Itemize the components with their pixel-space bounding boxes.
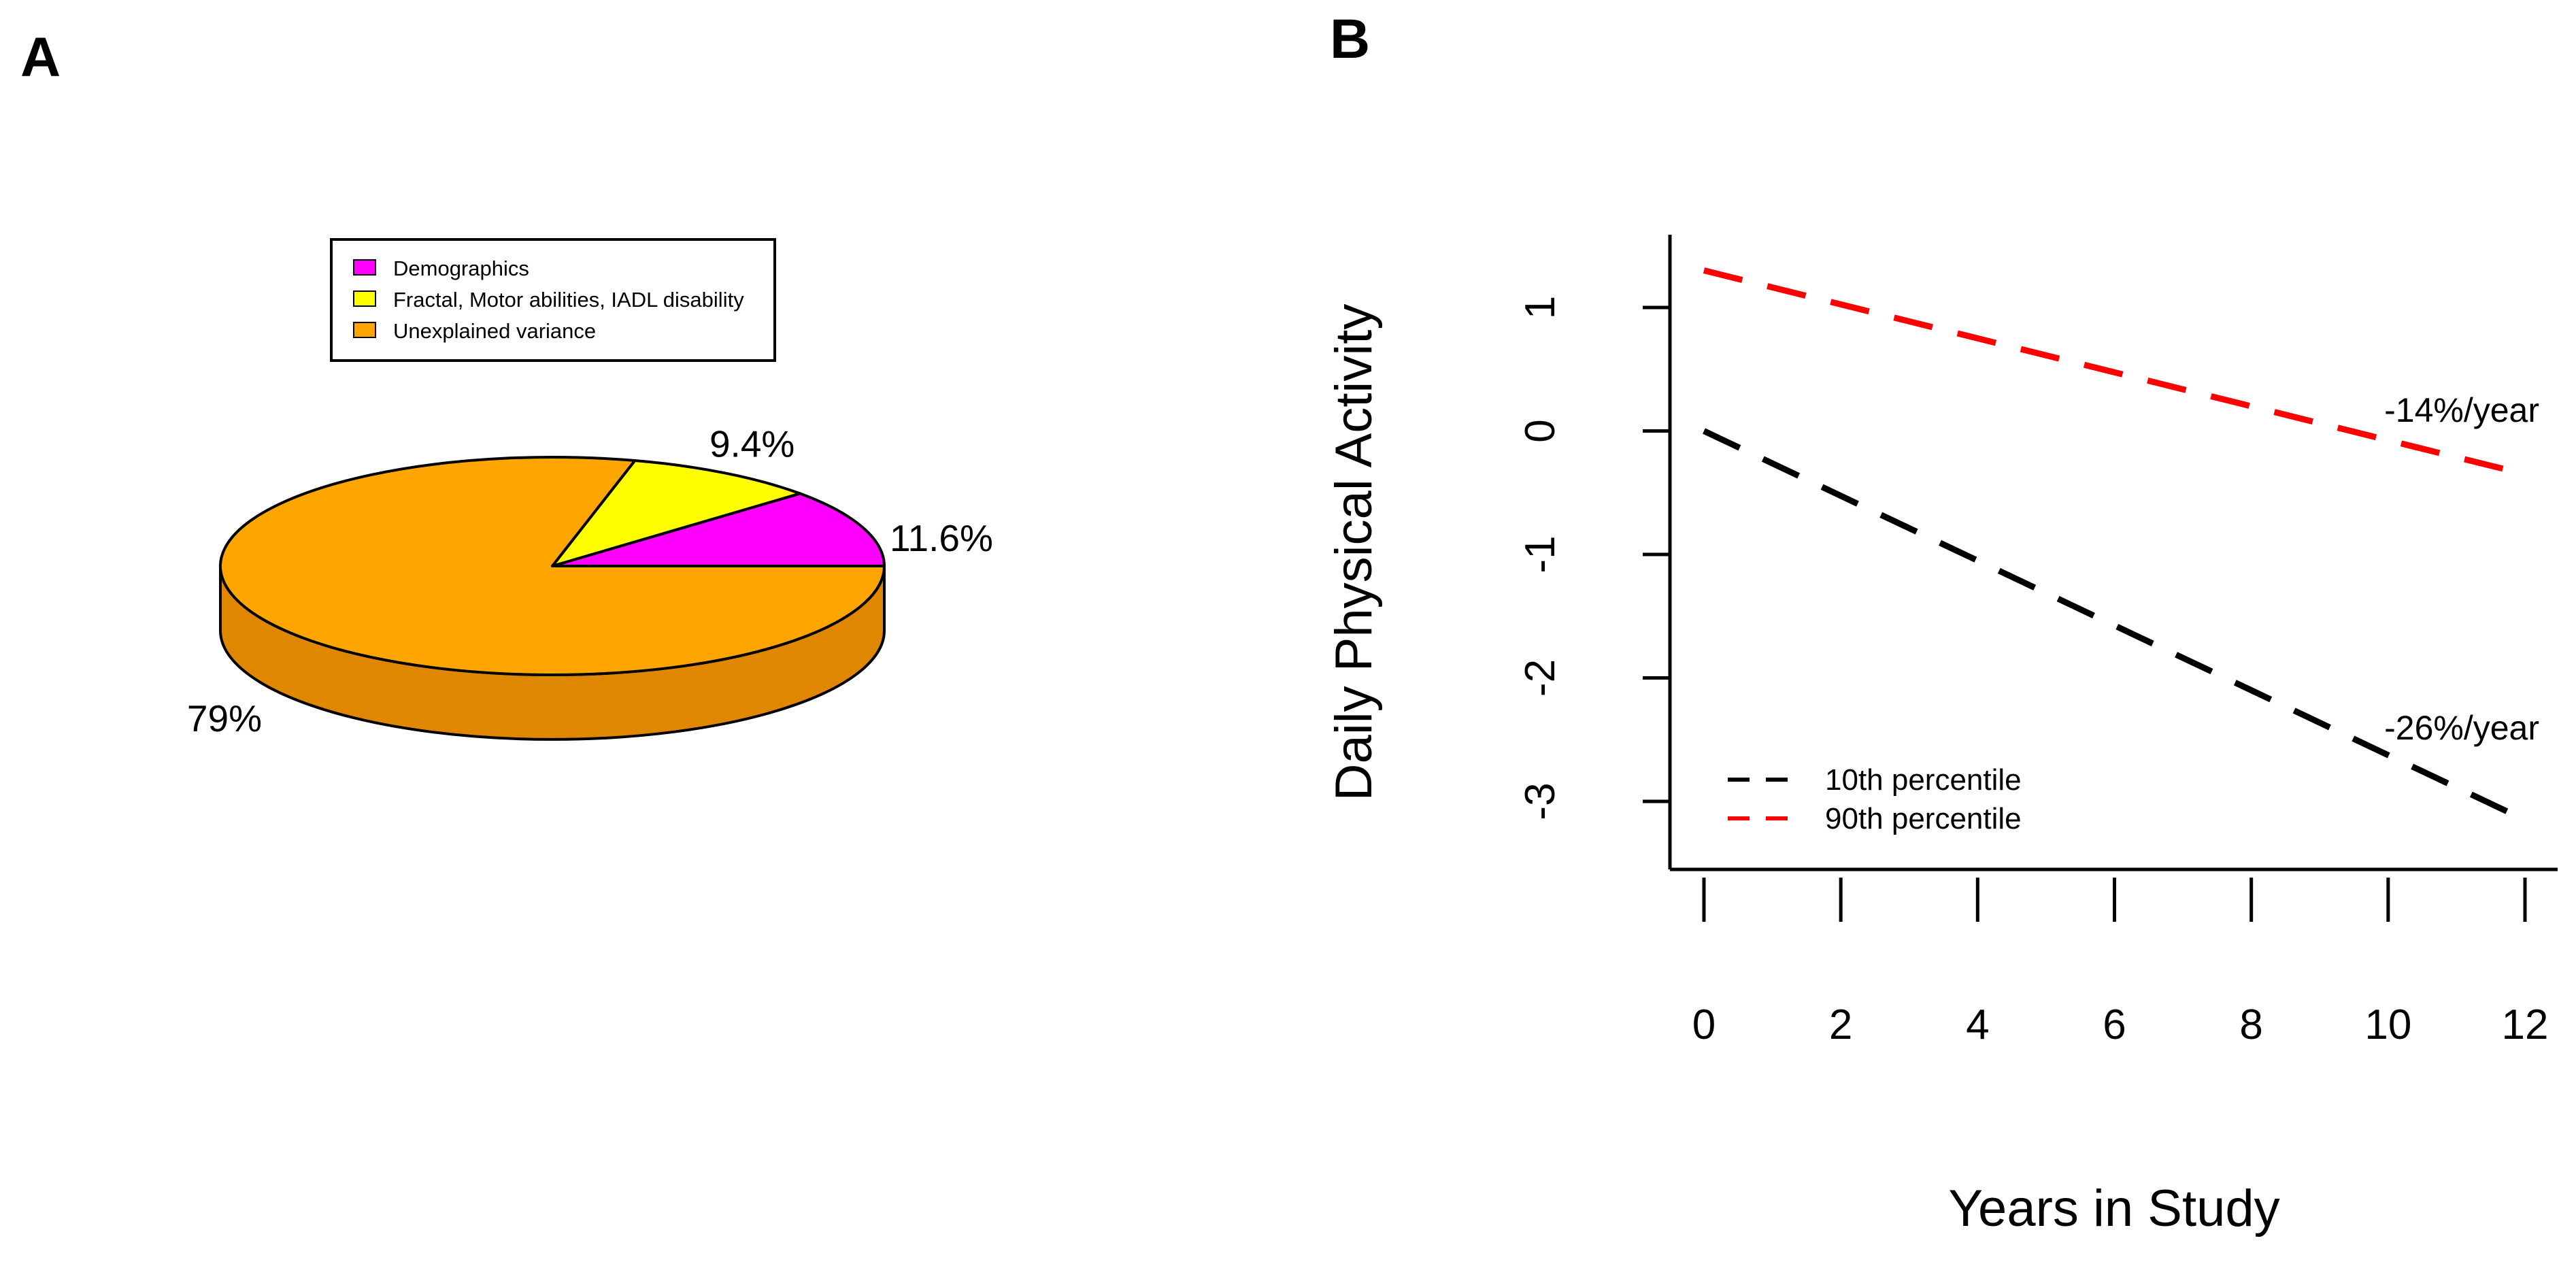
y-tick-label-0: 0 — [1517, 419, 1564, 442]
pie-label-fractal-motor-abilities-iadl-disability: 9.4% — [709, 422, 794, 465]
panel-a-label: A — [20, 27, 61, 88]
x-tick-label-10: 10 — [2364, 1001, 2411, 1048]
panel-b-label: B — [1330, 8, 1370, 70]
series-line-10th-percentile — [1703, 428, 2526, 823]
legend-label-demographics: Demographics — [393, 256, 529, 280]
pie-label-unexplained-variance: 79% — [187, 697, 262, 739]
slope-label-10th-percentile: -26%/year — [2384, 709, 2539, 747]
x-tick-label-6: 6 — [2103, 1001, 2126, 1048]
series-lines — [1703, 267, 2526, 823]
legend-swatch-unexplained — [353, 322, 376, 338]
x-axis-title: Years in Study — [1948, 1180, 2279, 1237]
pie-top — [219, 456, 886, 676]
legend-swatch-fractal — [353, 290, 376, 307]
legend-label-10th-percentile: 10th percentile — [1825, 763, 2022, 797]
legend-label-fractal: Fractal, Motor abilities, IADL disabilit… — [393, 288, 744, 312]
y-tick-label-2: -2 — [1517, 659, 1564, 697]
x-tick-label-8: 8 — [2239, 1001, 2262, 1048]
x-tick-label-12: 12 — [2502, 1001, 2549, 1048]
pie-chart-panel: 11.6% 9.4% 79% Demographics Fractal, Motor… — [187, 238, 993, 741]
y-tick-label-1: 1 — [1517, 296, 1564, 319]
line-chart-panel: 10-1-2-3 0 2 4 6 8 10 12 -26%/year-14%/year Da… — [1325, 235, 2558, 1237]
pie-slice-labels: 11.6% 9.4% 79% — [187, 422, 993, 739]
x-axis-ticks: 0 2 4 6 8 10 12 — [1692, 878, 2549, 1048]
line-legend: 10th percentile 90th percentile — [1728, 763, 2022, 835]
y-tick-label-1: -1 — [1517, 535, 1564, 573]
y-axis-title: Daily Physical Activity — [1325, 304, 1383, 801]
legend-swatch-demographics — [353, 259, 376, 276]
pie-slice-fractal-motor-abilities-iadl-disability — [551, 459, 802, 567]
pie-legend-box — [330, 238, 776, 362]
pie-label-demographics: 11.6% — [890, 517, 993, 559]
legend-label-90th-percentile: 90th percentile — [1825, 802, 2022, 835]
y-tick-label-3: -3 — [1517, 782, 1564, 820]
series-line-90th-percentile — [1703, 267, 2526, 478]
pie-slice-unexplained-variance — [219, 456, 886, 676]
slope-label-90th-percentile: -14%/year — [2384, 391, 2539, 429]
legend-label-unexplained: Unexplained variance — [393, 319, 596, 343]
pie-slice-demographics — [551, 492, 886, 567]
y-axis-ticks: 1 0 -1 -2 -3 — [1517, 296, 1670, 820]
slope-annotations: -26%/year -14%/year — [2384, 391, 2539, 747]
x-tick-label-2: 2 — [1829, 1001, 1852, 1048]
x-tick-label-4: 4 — [1966, 1001, 1989, 1048]
x-tick-label-0: 0 — [1692, 1001, 1716, 1048]
pie-legend: Demographics Fractal, Motor abilities, I… — [330, 238, 776, 362]
